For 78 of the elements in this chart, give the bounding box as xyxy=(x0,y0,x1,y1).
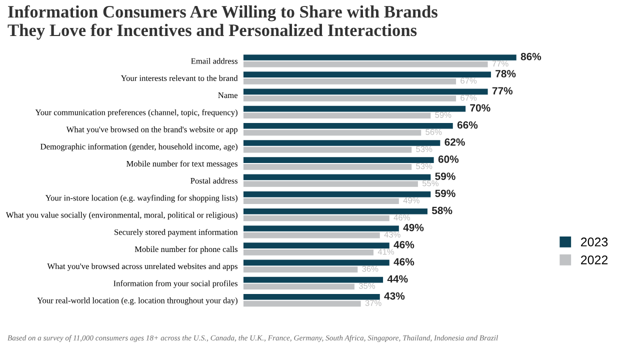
data-label: 41% xyxy=(378,248,394,255)
bar xyxy=(243,250,374,256)
bar xyxy=(243,208,428,214)
data-label: 46% xyxy=(394,258,414,266)
y-tick-label: Mobile number for text messages xyxy=(126,160,238,168)
bar xyxy=(243,164,412,170)
data-label: 62% xyxy=(444,138,465,146)
bar xyxy=(243,276,384,283)
y-tick-label: Email address xyxy=(191,58,238,64)
data-label: 78% xyxy=(496,70,516,78)
bar xyxy=(243,181,418,187)
legend-label: 2023 xyxy=(581,238,608,246)
data-label: 43% xyxy=(384,292,405,300)
y-tick-label: Your interests relevant to the brand xyxy=(120,75,238,81)
data-label: 67% xyxy=(460,78,477,84)
y-tick-label: What you've browsed across unrelated websites and apps xyxy=(47,263,238,271)
bar xyxy=(243,300,361,307)
data-label: 77% xyxy=(492,60,508,67)
y-tick-label: Your in-store location (e.g. wayfinding for shopping lists) xyxy=(45,194,238,202)
data-label: 46% xyxy=(394,241,414,248)
data-label: 37% xyxy=(365,300,382,306)
data-label: 36% xyxy=(362,266,378,272)
bar xyxy=(243,294,380,300)
data-label: 43% xyxy=(384,232,400,238)
y-tick-label: Name xyxy=(218,92,238,98)
bar xyxy=(243,198,399,204)
data-label: 86% xyxy=(520,52,542,60)
data-label: 77% xyxy=(492,87,513,94)
bar xyxy=(243,54,516,60)
data-label: 49% xyxy=(403,197,420,204)
bar xyxy=(243,122,453,129)
bar xyxy=(243,226,399,232)
bar xyxy=(243,191,431,198)
data-label: 44% xyxy=(387,275,408,283)
chart-title: Information Consumers Are Willing to Share with Brands They Love for Incentives and Personalized Interactions xyxy=(8,5,438,40)
data-label: 58% xyxy=(432,206,452,214)
y-tick-label: Your real-world location (e.g. location throughout your day) xyxy=(37,297,238,306)
data-label: 59% xyxy=(435,172,456,180)
bar xyxy=(243,232,380,238)
y-tick-label: Your communication preferences (channel, topic, frequency) xyxy=(35,109,238,117)
bar xyxy=(243,174,431,180)
data-label: 59% xyxy=(435,190,456,198)
bar xyxy=(243,266,358,272)
data-label: 56% xyxy=(426,129,442,135)
bar xyxy=(243,140,440,146)
bar xyxy=(243,72,491,78)
bar xyxy=(243,96,456,102)
bar xyxy=(243,146,412,153)
bar xyxy=(243,242,390,248)
data-label: 59% xyxy=(435,112,452,118)
bar xyxy=(243,112,431,119)
data-label: 49% xyxy=(403,224,424,232)
bar xyxy=(243,215,390,222)
bar xyxy=(243,260,390,266)
bar xyxy=(243,284,354,290)
data-label: 53% xyxy=(416,146,432,152)
data-label: 60% xyxy=(438,156,459,163)
y-tick-label: Securely stored payment information xyxy=(114,228,238,237)
data-label: 55% xyxy=(422,180,438,186)
bar xyxy=(243,78,456,84)
data-label: 70% xyxy=(470,104,490,112)
bar xyxy=(243,61,488,68)
bar xyxy=(243,130,422,136)
y-tick-label: What you've browsed on the brand's website or app xyxy=(66,126,238,134)
y-tick-label: What you value socially (environmental, moral, political or religious) xyxy=(6,212,238,220)
bar xyxy=(243,88,488,95)
y-tick-label: Postal address xyxy=(190,178,238,184)
data-label: 53% xyxy=(416,163,432,170)
y-tick-label: Information from your social profiles xyxy=(114,280,238,288)
data-label: 35% xyxy=(358,282,376,289)
y-tick-label: Mobile number for phone calls xyxy=(134,246,238,254)
data-label: 66% xyxy=(457,121,478,129)
y-tick-label: Demographic information (gender, household income, age) xyxy=(40,143,238,152)
legend-label: 2022 xyxy=(581,256,608,264)
data-label: 67% xyxy=(460,94,477,101)
bar xyxy=(243,157,434,163)
bar xyxy=(243,106,466,112)
data-label: 46% xyxy=(394,214,410,220)
